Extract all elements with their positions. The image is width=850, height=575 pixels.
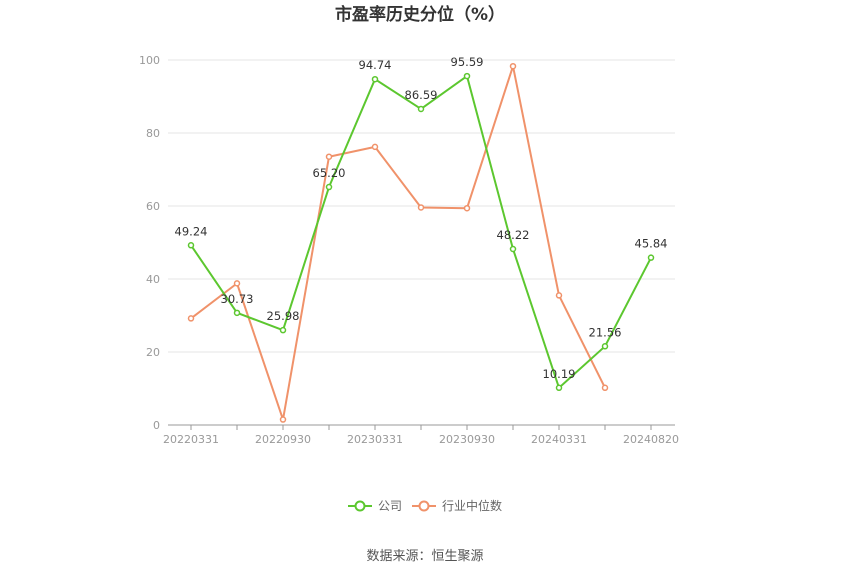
data-point <box>187 242 195 249</box>
data-label: 10.19 <box>543 367 576 381</box>
data-point <box>601 343 609 350</box>
y-tick-label: 100 <box>139 54 160 67</box>
data-point <box>647 254 655 261</box>
source-note: 数据来源：恒生聚源 <box>366 549 483 564</box>
y-tick-label: 0 <box>153 419 160 432</box>
data-point <box>233 280 241 287</box>
x-tick-label: 20220930 <box>255 433 311 446</box>
y-tick-label: 40 <box>146 273 160 286</box>
data-label: 25.98 <box>267 309 300 323</box>
chart-title: 市盈率历史分位（%） <box>335 4 505 25</box>
legend-label: 公司 <box>378 499 402 513</box>
data-label: 30.73 <box>221 292 254 306</box>
legend-item-1[interactable]: 行业中位数 <box>412 498 502 513</box>
data-point <box>325 183 333 191</box>
legend-label: 行业中位数 <box>442 498 502 513</box>
x-tick-label: 20240331 <box>531 433 587 446</box>
data-point <box>371 143 379 151</box>
legend-item-0[interactable]: 公司 <box>348 499 402 513</box>
data-point <box>371 75 379 83</box>
x-tick-label: 20240820 <box>623 433 679 446</box>
y-tick-label: 80 <box>146 127 160 140</box>
data-label: 95.59 <box>451 55 484 69</box>
legend-swatch-marker <box>354 500 366 512</box>
x-tick-label: 20230930 <box>439 433 495 446</box>
data-point <box>601 384 609 392</box>
data-point <box>417 105 425 113</box>
data-point <box>509 62 517 70</box>
x-tick-label: 20220331 <box>163 433 219 446</box>
data-label: 65.20 <box>313 166 346 180</box>
data-labels: 49.24 30.73 25.98 65.20 94.74 86.59 95.59 48.22… <box>175 55 668 381</box>
series-layer <box>187 62 655 423</box>
y-tick-label: 60 <box>146 200 160 213</box>
y-tick-label: 20 <box>146 346 160 359</box>
data-point <box>417 204 425 211</box>
data-point <box>233 309 241 317</box>
data-label: 21.56 <box>589 325 622 339</box>
data-label: 45.84 <box>635 237 668 251</box>
x-tick-label: 20230331 <box>347 433 403 446</box>
data-point <box>279 326 287 334</box>
data-point <box>509 245 517 253</box>
data-point <box>463 204 471 212</box>
data-point <box>463 72 471 80</box>
data-point <box>325 153 333 160</box>
data-point <box>555 292 563 299</box>
legend[interactable]: 公司 行业中位数 <box>348 498 502 513</box>
data-label: 86.59 <box>405 88 438 102</box>
y-axis: 0 20 40 60 80 100 <box>139 54 160 432</box>
x-axis: 20220331 20220930 20230331 20230930 20240331… <box>163 424 679 446</box>
data-label: 94.74 <box>359 58 392 72</box>
data-label: 49.24 <box>175 224 208 238</box>
series-line-1 <box>190 65 606 421</box>
data-point <box>187 315 195 322</box>
legend-swatch-marker <box>418 500 430 512</box>
data-label: 48.22 <box>497 228 530 242</box>
data-point <box>555 384 563 392</box>
data-point <box>279 416 287 423</box>
